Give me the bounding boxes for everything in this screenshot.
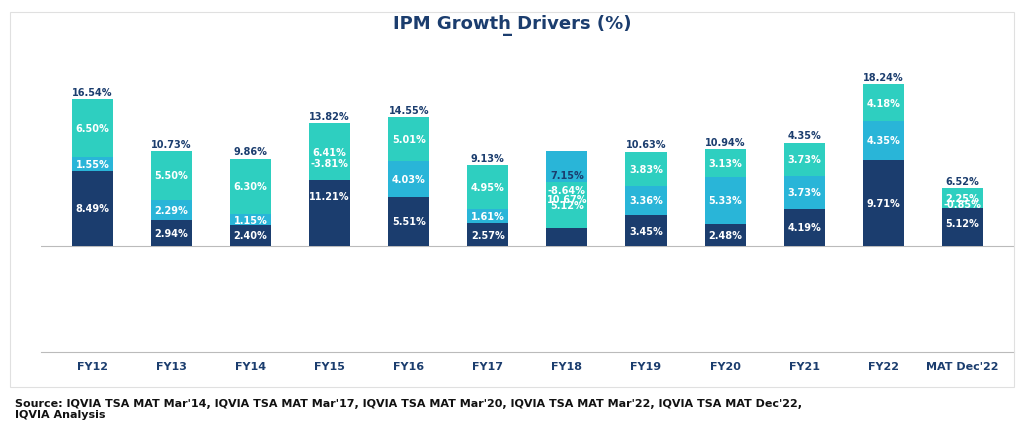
Bar [705,224,745,246]
Text: 10.73%: 10.73% [152,139,191,149]
Text: 3.13%: 3.13% [709,158,742,169]
Bar [862,85,904,122]
Bar [626,216,667,246]
Text: 16.54%: 16.54% [72,88,113,98]
Text: 10.67%: 10.67% [547,194,587,204]
Text: 5.51%: 5.51% [392,217,426,227]
Text: 3.73%: 3.73% [787,188,821,198]
Text: 3.83%: 3.83% [629,164,663,174]
Bar [309,147,350,181]
Text: 18.24%: 18.24% [863,73,903,83]
Text: 6.52%: 6.52% [945,176,979,187]
Text: 13.82%: 13.82% [309,112,350,122]
Bar [72,171,113,246]
Text: 6.50%: 6.50% [76,124,110,134]
Text: 2.40%: 2.40% [233,231,267,241]
Bar [547,152,588,246]
Bar [388,198,429,246]
Text: 2.25%: 2.25% [945,194,979,203]
Text: 2.48%: 2.48% [709,230,742,240]
Text: 5.01%: 5.01% [392,135,426,145]
Bar [467,209,508,224]
Bar [862,160,904,246]
Text: 1.61%: 1.61% [471,212,505,221]
Text: 10.94%: 10.94% [705,137,745,147]
Text: 4.18%: 4.18% [866,98,900,108]
Bar [942,201,983,246]
Text: 5.12%: 5.12% [945,219,979,229]
Bar [705,177,745,224]
Bar [626,186,667,216]
Bar [626,152,667,186]
Text: 8.49%: 8.49% [76,204,110,214]
Text: 4.35%: 4.35% [866,136,900,146]
Bar [388,117,429,162]
Bar [309,124,350,181]
Text: 14.55%: 14.55% [388,105,429,115]
Text: 10.63%: 10.63% [626,140,667,150]
Bar [151,200,193,220]
Text: 2.94%: 2.94% [155,228,188,238]
Text: 6.41%: 6.41% [312,147,346,157]
Bar [547,152,588,228]
Text: 5.33%: 5.33% [709,196,742,206]
Bar [942,189,983,209]
Bar [230,159,271,215]
Bar [783,143,824,176]
Bar [467,224,508,246]
Text: -8.64%: -8.64% [548,185,586,195]
Text: 11.21%: 11.21% [309,192,350,202]
Text: 9.13%: 9.13% [471,154,505,163]
Text: 1.55%: 1.55% [76,160,110,169]
Text: 4.19%: 4.19% [787,223,821,233]
Bar [783,209,824,246]
Text: -3.81%: -3.81% [310,159,348,169]
Text: 3.45%: 3.45% [629,226,663,236]
Text: 2.29%: 2.29% [155,205,188,215]
Bar [72,100,113,157]
Bar [230,215,271,225]
Text: 6.30%: 6.30% [233,182,267,192]
Text: 4.03%: 4.03% [392,175,426,185]
Bar [467,166,508,209]
Text: 5.12%: 5.12% [550,201,584,211]
Text: Source: IQVIA TSA MAT Mar'14, IQVIA TSA MAT Mar'17, IQVIA TSA MAT Mar'20, IQVIA : Source: IQVIA TSA MAT Mar'14, IQVIA TSA … [15,398,803,419]
Bar [309,147,350,246]
Bar [230,225,271,246]
Text: 4.95%: 4.95% [471,182,505,193]
Bar [862,122,904,160]
Text: 7.15%: 7.15% [550,171,584,181]
Bar [942,201,983,209]
Text: IPM Growth Drivers (%): IPM Growth Drivers (%) [393,15,631,33]
Bar [388,162,429,198]
Text: 3.73%: 3.73% [787,155,821,165]
Bar [151,151,193,200]
Bar [705,150,745,177]
Text: -0.85%: -0.85% [943,200,981,210]
Bar [547,183,588,228]
Bar [783,176,824,209]
Text: 5.50%: 5.50% [155,171,188,181]
Text: 3.36%: 3.36% [629,196,663,206]
Bar [72,157,113,171]
Bar [151,220,193,246]
Text: 1.15%: 1.15% [233,215,267,225]
Text: 9.86%: 9.86% [233,147,267,157]
Text: 2.57%: 2.57% [471,230,505,240]
Text: 9.71%: 9.71% [866,198,900,209]
Text: 4.35%: 4.35% [787,131,821,141]
